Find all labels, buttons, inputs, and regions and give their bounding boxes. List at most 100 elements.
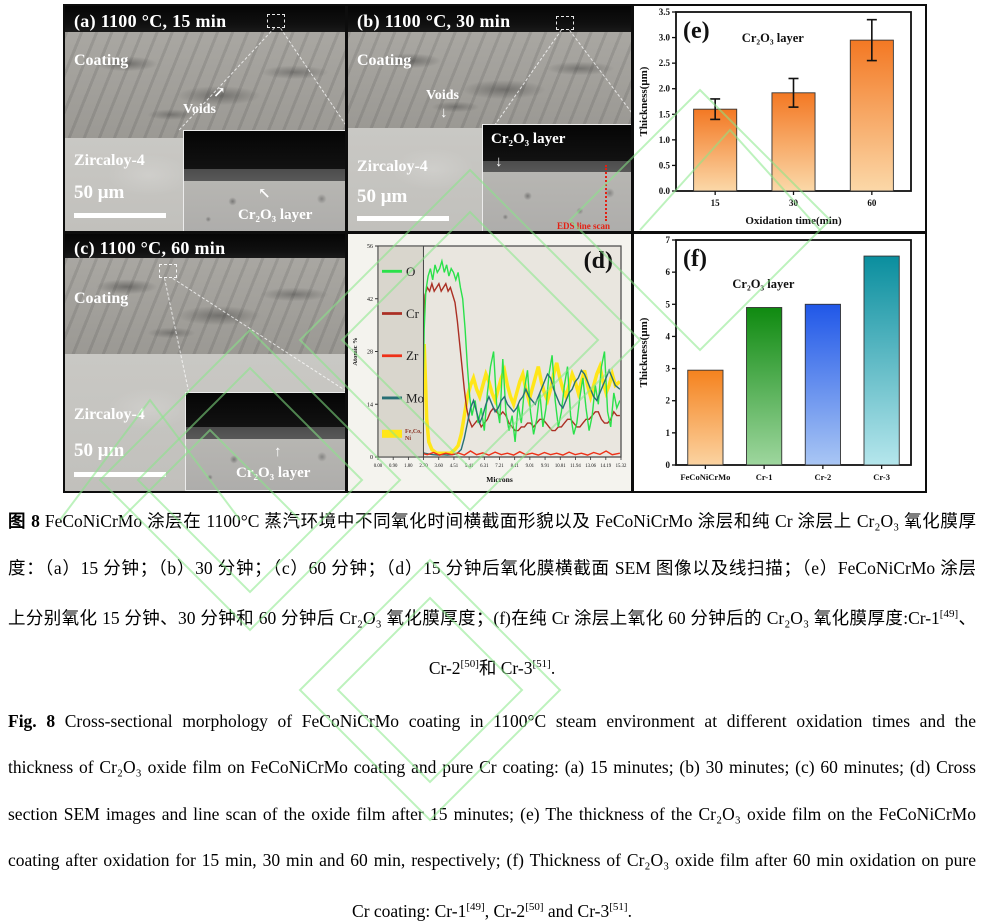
sem-surface-band xyxy=(65,234,345,258)
oxide-arrow-icon: ↖ xyxy=(258,186,271,202)
sem-coating-region xyxy=(348,32,631,128)
inset-oxide-band xyxy=(483,161,631,172)
panel-f-bar-chart: 0 1 2 3 4 5 6 7 FeCoNiCrMo Cr-1 Cr-2 Cr-3 Thickness(… xyxy=(632,232,927,493)
inset-oxide-band xyxy=(186,427,345,439)
figure-8: (a) 1100 °C, 15 min Coating Voids ↗ Zirc… xyxy=(63,4,927,493)
svg-text:7.21: 7.21 xyxy=(495,464,504,469)
svg-text:Cr: Cr xyxy=(406,306,420,321)
caption-line: Fig. 8 Cross-sectional morphology of FeC… xyxy=(8,710,976,731)
caption-line: Cr coating: Cr-1[49], Cr-2[50] and Cr-3[… xyxy=(352,900,632,921)
panel-c-title: (c) 1100 °C, 60 min xyxy=(74,238,226,258)
figure-caption: 图 8 FeCoNiCrMo 涂层在 1100°C 蒸汽环境中不同氧化时间横截面… xyxy=(8,498,976,923)
sem-surface-band xyxy=(348,6,631,32)
svg-text:15.32: 15.32 xyxy=(616,464,627,469)
zoom-region-marker xyxy=(159,264,177,278)
svg-text:3.5: 3.5 xyxy=(659,7,671,17)
svg-text:0.00: 0.00 xyxy=(374,464,383,469)
panel-b-title: (b) 1100 °C, 30 min xyxy=(357,11,511,31)
svg-text:Cr-3: Cr-3 xyxy=(873,472,890,482)
svg-text:1.80: 1.80 xyxy=(404,464,413,469)
caption-line: 上分别氧化 15 分钟、30 分钟和 60 分钟后 Cr₂O₃ 氧化膜厚度；(f… xyxy=(8,607,977,628)
voids-label: Voids xyxy=(183,102,216,117)
caption-line: Cr-2[50]和 Cr-3[51]. xyxy=(428,658,556,679)
svg-text:14.19: 14.19 xyxy=(600,464,611,469)
svg-text:1: 1 xyxy=(666,428,671,438)
svg-text:1.5: 1.5 xyxy=(659,109,671,119)
svg-text:0: 0 xyxy=(666,460,671,470)
svg-text:2.70: 2.70 xyxy=(419,464,428,469)
svg-text:3.0: 3.0 xyxy=(659,33,671,43)
panel-a-title: (a) 1100 °C, 15 min xyxy=(74,11,227,31)
coating-label: Coating xyxy=(74,52,129,69)
svg-text:Thickness(μm): Thickness(μm) xyxy=(638,66,650,136)
svg-text:0.0: 0.0 xyxy=(659,186,671,196)
svg-text:Zr: Zr xyxy=(406,348,419,363)
svg-text:O: O xyxy=(406,264,415,279)
scalebar xyxy=(357,216,449,221)
sem-surface-band xyxy=(65,6,345,32)
eds-line-scan-chart: 0 14 28 42 56 0.00 0.90 1.80 2.70 3.60 4.51 5.41 6.3… xyxy=(352,244,627,484)
panel-a-inset: ↖ Cr₂O₃ layer xyxy=(183,130,345,231)
inset-oxide-label: Cr₂O₃ layer xyxy=(491,131,566,147)
inset-surface-band xyxy=(186,393,345,427)
substrate-label: Zircaloy-4 xyxy=(74,152,145,169)
oxide-arrow-icon: ↓ xyxy=(495,154,503,170)
panel-c-sem-60min: (c) 1100 °C, 60 min Coating Zircaloy-4 5… xyxy=(63,232,347,493)
inset-oxide-label: Cr₂O₃ layer xyxy=(236,465,311,481)
svg-text:6.31: 6.31 xyxy=(480,464,489,469)
inset-oxide-band xyxy=(184,169,345,181)
svg-text:5: 5 xyxy=(666,299,671,309)
svg-text:Cr₂O₃ layer: Cr₂O₃ layer xyxy=(742,31,804,45)
bar-chart-coating-comparison: 0 1 2 3 4 5 6 7 FeCoNiCrMo Cr-1 Cr-2 Cr-3 Thickness(… xyxy=(638,235,912,482)
substrate-label: Zircaloy-4 xyxy=(74,406,145,423)
caption-line: section SEM images and line scan of the … xyxy=(8,803,976,824)
svg-text:Fe,Co,: Fe,Co, xyxy=(405,429,422,435)
svg-text:0: 0 xyxy=(370,455,373,461)
svg-text:Ni: Ni xyxy=(405,436,411,442)
panel-b-sem-30min: (b) 1100 °C, 30 min Coating Voids ↓ Zirc… xyxy=(346,4,633,233)
svg-text:2: 2 xyxy=(666,396,671,406)
scalebar-label: 50 μm xyxy=(74,182,125,203)
svg-text:7: 7 xyxy=(666,235,671,245)
sem-coating-region xyxy=(65,32,345,138)
eds-line-scan-marker xyxy=(605,165,607,221)
bar-chart-oxidation-time: 0.0 0.5 1.0 1.5 2.0 2.5 3.0 3.5 15 30 60 Oxidation … xyxy=(638,7,912,227)
svg-text:2.0: 2.0 xyxy=(659,84,671,94)
svg-text:5.41: 5.41 xyxy=(465,464,474,469)
svg-text:1.0: 1.0 xyxy=(659,135,671,145)
svg-text:9.01: 9.01 xyxy=(526,464,535,469)
substrate-label: Zircaloy-4 xyxy=(357,158,428,175)
svg-text:Cr-2: Cr-2 xyxy=(815,472,832,482)
svg-text:Microns: Microns xyxy=(486,475,513,484)
svg-text:(f): (f) xyxy=(683,246,707,272)
svg-text:4: 4 xyxy=(666,331,671,341)
caption-english: Fig. 8 Cross-sectional morphology of FeC… xyxy=(8,698,976,923)
svg-text:0.90: 0.90 xyxy=(389,464,398,469)
svg-text:9.91: 9.91 xyxy=(541,464,550,469)
svg-text:15: 15 xyxy=(711,198,721,208)
caption-chinese: 图 8 FeCoNiCrMo 涂层在 1100°C 蒸汽环境中不同氧化时间横截面… xyxy=(8,498,976,692)
panel-c-inset: ↑ Cr₂O₃ layer xyxy=(185,392,345,491)
svg-text:14: 14 xyxy=(367,402,373,408)
svg-text:56: 56 xyxy=(367,244,373,250)
svg-text:(d): (d) xyxy=(584,248,613,274)
inset-surface-band xyxy=(184,131,345,169)
voids-arrow-icon: ↓ xyxy=(440,105,448,121)
svg-text:Oxidation time(min): Oxidation time(min) xyxy=(745,215,842,227)
caption-line: thickness of Cr₂O₃ oxide film on FeCoNiC… xyxy=(8,757,976,778)
svg-text:13.06: 13.06 xyxy=(585,464,596,469)
svg-text:30: 30 xyxy=(789,198,799,208)
svg-text:Atomic %: Atomic % xyxy=(352,337,359,365)
svg-text:4.51: 4.51 xyxy=(450,464,459,469)
svg-text:Cr-1: Cr-1 xyxy=(756,472,773,482)
coating-label: Coating xyxy=(74,290,129,307)
svg-text:28: 28 xyxy=(367,350,373,356)
panel-d-line-scan-chart: 0 14 28 42 56 0.00 0.90 1.80 2.70 3.60 4.51 5.41 6.3… xyxy=(346,232,633,493)
svg-text:60: 60 xyxy=(867,198,877,208)
svg-text:2.5: 2.5 xyxy=(659,58,671,68)
caption-line: 度：（a）15 分钟；（b）30 分钟；（c）60 分钟；（d）15 分钟后氧化… xyxy=(8,557,976,578)
svg-text:3: 3 xyxy=(666,364,671,374)
panel-a-sem-15min: (a) 1100 °C, 15 min Coating Voids ↗ Zirc… xyxy=(63,4,347,233)
scalebar-label: 50 μm xyxy=(357,186,408,207)
svg-text:0.5: 0.5 xyxy=(659,160,671,170)
